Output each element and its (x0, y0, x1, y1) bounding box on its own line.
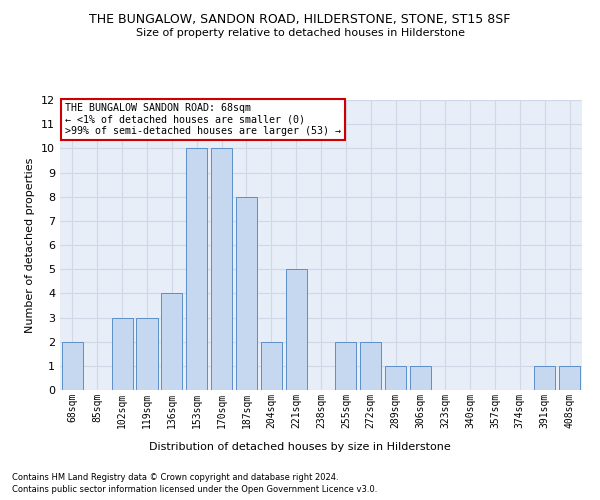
Text: Distribution of detached houses by size in Hilderstone: Distribution of detached houses by size … (149, 442, 451, 452)
Bar (161, 294, 182, 390)
Bar (186, 148, 207, 390)
Text: THE BUNGALOW SANDON ROAD: 68sqm
← <1% of detached houses are smaller (0)
>99% of: THE BUNGALOW SANDON ROAD: 68sqm ← <1% of… (65, 103, 341, 136)
Bar (112, 318, 133, 390)
Text: Contains public sector information licensed under the Open Government Licence v3: Contains public sector information licen… (12, 485, 377, 494)
Bar (136, 318, 158, 390)
Bar (211, 148, 232, 390)
Text: Contains HM Land Registry data © Crown copyright and database right 2024.: Contains HM Land Registry data © Crown c… (12, 472, 338, 482)
Y-axis label: Number of detached properties: Number of detached properties (25, 158, 35, 332)
Text: Size of property relative to detached houses in Hilderstone: Size of property relative to detached ho… (136, 28, 464, 38)
Bar (360, 342, 381, 390)
Bar (261, 342, 282, 390)
Text: THE BUNGALOW, SANDON ROAD, HILDERSTONE, STONE, ST15 8SF: THE BUNGALOW, SANDON ROAD, HILDERSTONE, … (89, 12, 511, 26)
Bar (236, 196, 257, 390)
Bar (62, 342, 83, 390)
Bar (286, 269, 307, 390)
Bar (559, 366, 580, 390)
Bar (335, 342, 356, 390)
Bar (385, 366, 406, 390)
Bar (534, 366, 555, 390)
Bar (410, 366, 431, 390)
